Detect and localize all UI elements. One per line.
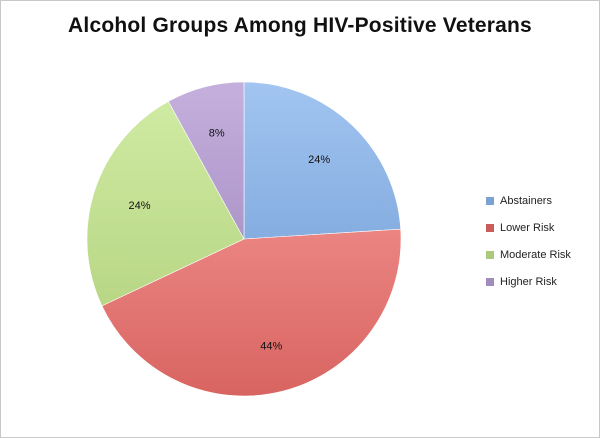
legend-label: Abstainers <box>500 194 552 207</box>
data-label-lower-risk: 44% <box>260 340 282 352</box>
legend-label: Lower Risk <box>500 221 555 234</box>
legend-item-moderate-risk: Moderate Risk <box>486 248 571 261</box>
legend-item-higher-risk: Higher Risk <box>486 275 571 288</box>
legend-item-lower-risk: Lower Risk <box>486 221 571 234</box>
data-label-abstainers: 24% <box>308 154 330 166</box>
pie-slice-abstainers <box>243 81 402 240</box>
legend-swatch <box>486 196 494 205</box>
legend-swatch <box>486 250 494 259</box>
legend-item-abstainers: Abstainers <box>486 194 571 207</box>
legend: Abstainers Lower Risk Moderate Risk Higher … <box>486 194 571 302</box>
pie-slice-higher-risk <box>167 81 245 240</box>
legend-label: Moderate Risk <box>500 248 571 261</box>
chart-title: Alcohol Groups Among HIV-Positive Vetera… <box>68 14 532 37</box>
legend-swatch <box>486 223 494 232</box>
data-label-moderate-risk: 24% <box>128 200 150 212</box>
legend-label: Higher Risk <box>500 275 557 288</box>
pie-slice-moderate-risk <box>86 101 245 307</box>
legend-swatch <box>486 277 494 286</box>
data-label-higher-risk: 8% <box>209 128 225 140</box>
